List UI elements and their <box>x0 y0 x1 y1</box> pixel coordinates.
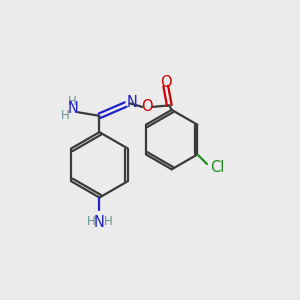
Text: N: N <box>127 94 138 110</box>
Text: N: N <box>94 215 105 230</box>
Text: N: N <box>67 101 78 116</box>
Text: O: O <box>141 99 153 114</box>
Text: O: O <box>160 75 172 90</box>
Text: H: H <box>61 109 70 122</box>
Text: Cl: Cl <box>210 160 224 175</box>
Text: H: H <box>87 215 95 228</box>
Text: H: H <box>103 215 112 228</box>
Text: H: H <box>68 95 77 108</box>
